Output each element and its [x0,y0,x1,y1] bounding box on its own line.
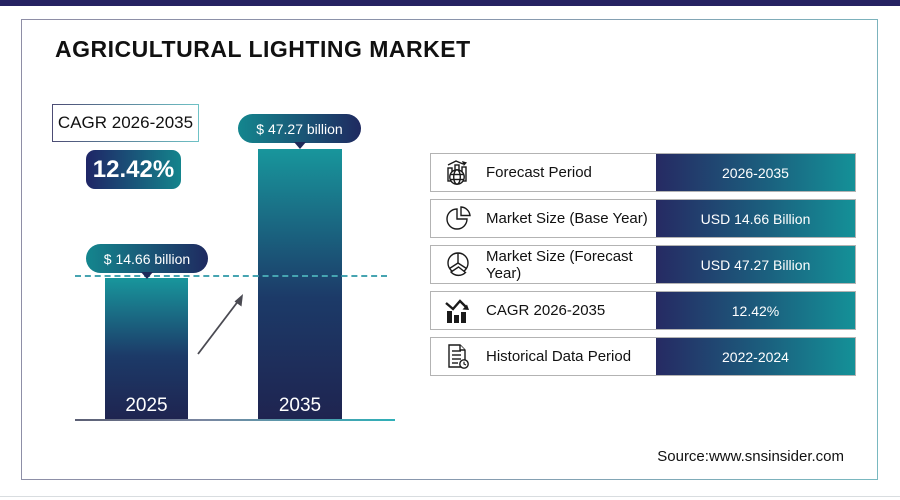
table-row-label: CAGR 2026-2035 [486,302,606,319]
chart-baseline-axis [75,419,395,421]
pie-chart-forecast-icon [442,246,474,283]
table-row-value: USD 14.66 Billion [656,200,855,237]
table-row-label: Historical Data Period [486,348,632,365]
callout-pointer-icon [293,142,306,149]
bar-2035: 2035 [258,149,342,420]
bar-2025-year-label: 2025 [125,395,168,416]
table-row: Forecast Period 2026-2035 [430,153,856,192]
callout-pointer-icon [141,272,153,279]
bottom-divider [0,496,900,497]
table-row-label: Market Size (Forecast Year) [486,247,633,282]
cagr-period-box: CAGR 2026-2035 [52,104,199,142]
bar-2025: 2025 [105,278,188,420]
table-row: CAGR 2026-2035 12.42% [430,291,856,330]
top-accent-bar [0,0,900,6]
data-label-2035: $ 47.27 billion [238,114,361,149]
pie-chart-base-icon [442,200,474,237]
table-row: Market Size (Forecast Year) USD 47.27 Bi… [430,245,856,284]
forecast-globe-icon [442,154,474,191]
data-label-2035-text: $ 47.27 billion [256,120,343,137]
data-label-2025-text: $ 14.66 billion [103,250,191,267]
growth-arrow-icon [197,294,243,355]
reference-dashed-line [75,275,387,277]
table-row-value: 2026-2035 [656,154,855,191]
table-row: Historical Data Period 2022-2024 [430,337,856,376]
table-row-label: Forecast Period [486,164,592,181]
cagr-bar-chart-icon [442,292,474,329]
bar-2035-year-label: 2035 [278,395,322,416]
cagr-value-badge: 12.42% [86,150,181,189]
source-text: Source:www.snsinsider.com [657,448,844,465]
table-row: Market Size (Base Year) USD 14.66 Billio… [430,199,856,238]
data-label-2025: $ 14.66 billion [86,244,208,279]
table-row-value: USD 47.27 Billion [656,246,855,283]
page-title: AGRICULTURAL LIGHTING MARKET [55,36,471,62]
table-row-value: 2022-2024 [656,338,855,375]
table-row-value: 12.42% [656,292,855,329]
historical-document-clock-icon [442,338,474,375]
table-row-label: Market Size (Base Year) [486,210,648,227]
